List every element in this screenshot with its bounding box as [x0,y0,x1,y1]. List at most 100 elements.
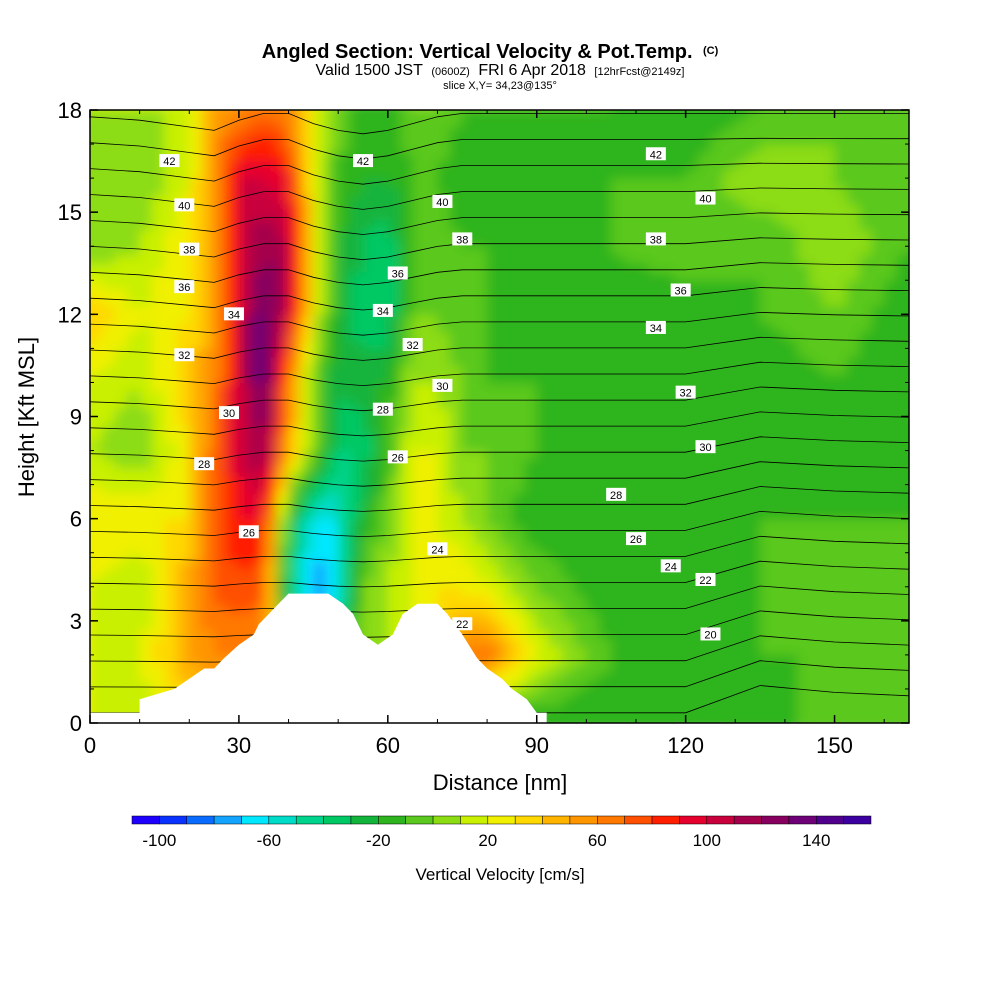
field-cell [648,373,662,384]
field-cell [871,178,885,188]
field-cell [474,254,488,264]
field-cell [884,322,898,332]
field-cell [276,510,290,520]
field-cell [735,493,749,503]
field-cell [425,254,439,264]
field-cell [896,288,909,298]
field-cell [648,390,662,401]
field-cell [288,348,302,358]
field-cell [90,339,91,349]
field-cell [611,203,625,213]
field-cell [449,322,463,332]
field-cell [449,527,463,537]
field-cell [487,322,501,332]
field-cell [797,271,811,281]
field-cell [375,484,389,494]
field-cell [437,254,451,264]
field-cell [586,637,600,647]
field-cell [350,586,364,596]
field-cell [102,348,116,358]
field-cell [586,510,600,520]
field-cell [685,433,699,443]
field-cell [164,288,178,298]
field-cell [152,229,166,239]
field-cell [400,484,414,494]
field-cell [487,442,501,452]
field-cell [90,297,104,307]
field-cell [412,127,426,137]
field-cell [325,305,339,315]
field-cell [623,356,637,367]
field-cell [636,297,650,307]
field-cell [139,535,153,545]
field-cell [884,654,898,664]
field-cell [846,322,860,332]
field-cell [660,569,674,579]
field-cell [772,144,786,154]
field-cell [524,407,538,418]
field-cell [90,229,91,239]
field-cell [90,518,104,528]
field-cell [834,280,848,290]
field-cell [611,663,625,673]
field-cell [238,603,252,613]
field-cell [338,178,352,188]
field-cell [152,493,166,503]
field-cell [660,254,674,264]
field-cell [710,476,724,486]
field-cell [313,212,327,222]
field-cell [623,654,637,664]
field-cell [499,535,513,545]
field-cell [524,365,538,375]
field-cell [325,484,339,494]
field-cell [90,110,104,111]
field-cell [288,135,302,145]
field-cell [139,356,153,367]
field-cell [685,178,699,188]
field-cell [387,331,401,341]
field-cell [313,373,327,384]
field-cell [536,263,550,273]
field-cell [325,144,339,154]
field-cell [809,220,823,230]
field-cell [735,407,749,418]
field-cell [747,535,761,545]
field-cell [884,152,898,162]
field-cell [114,356,128,367]
field-cell [536,297,550,307]
field-cell [722,612,736,622]
field-cell [201,110,215,111]
field-cell [189,620,203,630]
field-cell [425,314,439,324]
field-cell [313,552,327,562]
field-cell [859,390,873,401]
field-cell [909,485,922,494]
field-cell [400,254,414,264]
field-cell [735,118,749,128]
field-cell [350,288,364,298]
field-cell [189,144,203,154]
field-cell [288,144,302,154]
field-cell [822,578,836,588]
field-cell [400,288,414,298]
field-cell [747,544,761,554]
field-cell [797,442,811,452]
field-cell [784,229,798,239]
field-cell [437,280,451,290]
field-cell [462,544,476,554]
field-cell [834,671,848,682]
field-cell [636,169,650,179]
field-cell [90,501,104,511]
field-cell [276,416,290,426]
field-cell [325,118,339,128]
field-cell [462,586,476,596]
field-cell [859,254,873,264]
field-cell [499,339,513,349]
field-cell [698,663,712,673]
field-cell [449,186,463,196]
field-cell [710,442,724,452]
field-cell [735,263,749,273]
field-cell [139,254,153,264]
field-cell [263,535,277,545]
field-cell [238,407,252,418]
